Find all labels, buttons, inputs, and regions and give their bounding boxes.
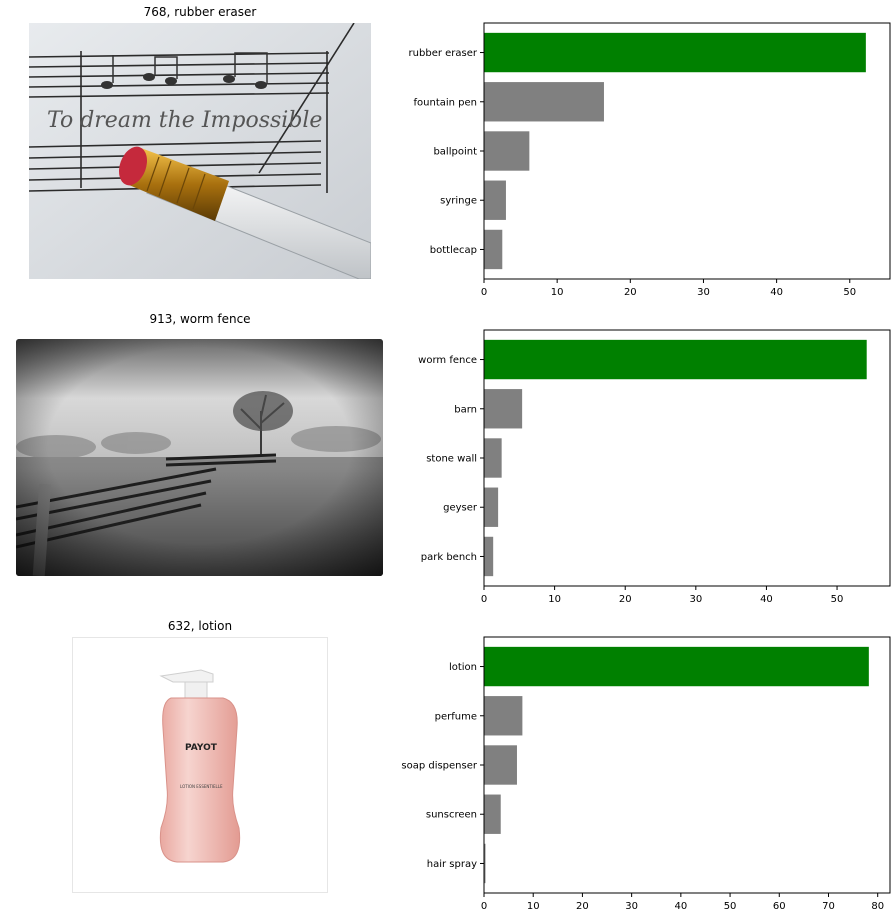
bar-park-bench <box>484 536 494 577</box>
x-tick-label: 0 <box>481 287 487 298</box>
x-tick-label: 20 <box>624 287 637 298</box>
y-tick-label: soap dispenser <box>401 761 478 772</box>
y-tick-label: syringe <box>440 196 477 207</box>
x-tick-label: 60 <box>773 901 786 912</box>
y-tick-label: bottlecap <box>430 245 477 256</box>
bar-fountain-pen <box>484 82 604 122</box>
bar-stone-wall <box>484 438 502 478</box>
bar-geyser <box>484 487 499 527</box>
bar-lotion <box>484 646 869 687</box>
x-tick-label: 10 <box>527 901 540 912</box>
x-tick-label: 40 <box>760 594 773 605</box>
y-tick-label: geyser <box>443 503 478 514</box>
x-tick-label: 30 <box>625 901 638 912</box>
bar-hair-spray <box>484 843 486 884</box>
x-tick-label: 10 <box>548 594 561 605</box>
bar-sunscreen <box>484 794 501 834</box>
y-tick-label: perfume <box>435 711 477 722</box>
x-tick-label: 80 <box>871 901 884 912</box>
x-tick-label: 20 <box>619 594 632 605</box>
bar-ballpoint <box>484 131 530 171</box>
x-tick-label: 50 <box>831 594 844 605</box>
image-title-2: 913, worm fence <box>149 312 251 326</box>
y-tick-label: ballpoint <box>433 147 477 158</box>
y-tick-label: hair spray <box>427 859 477 870</box>
y-tick-label: park bench <box>421 552 477 563</box>
x-tick-label: 40 <box>770 287 783 298</box>
x-tick-label: 50 <box>843 287 856 298</box>
lotion-bottle-illustration: PAYOT LOTION ESSENTIELLE <box>159 669 241 863</box>
bar-soap-dispenser <box>484 745 517 785</box>
x-tick-label: 30 <box>689 594 702 605</box>
x-tick-label: 20 <box>576 901 589 912</box>
y-tick-label: fountain pen <box>414 97 478 108</box>
image-lotion: PAYOT LOTION ESSENTIELLE <box>72 637 328 893</box>
x-tick-label: 0 <box>481 901 487 912</box>
chart-frame-2 <box>483 329 891 587</box>
image-rubber-eraser: To dream the Impossible <box>29 23 371 279</box>
foggy-field-fence-illustration <box>16 339 383 576</box>
x-tick-label: 10 <box>551 287 564 298</box>
y-tick-label: sunscreen <box>426 810 477 821</box>
x-tick-label: 50 <box>724 901 737 912</box>
svg-text:To dream the Impossible: To dream the Impossible <box>47 108 322 133</box>
bar-bottlecap <box>484 229 503 270</box>
y-tick-label: barn <box>454 404 477 415</box>
image-title-3: 632, lotion <box>167 619 233 633</box>
y-tick-label: worm fence <box>418 355 477 366</box>
bar-rubber-eraser <box>484 32 866 73</box>
music-sheet-pencil-illustration: To dream the Impossible <box>29 23 371 279</box>
bar-barn <box>484 389 523 429</box>
y-tick-label: stone wall <box>426 454 477 465</box>
image-worm-fence <box>16 339 383 576</box>
x-tick-label: 0 <box>481 594 487 605</box>
bar-perfume <box>484 696 523 736</box>
chart-frame-3 <box>483 636 891 894</box>
bottle-brand-label: PAYOT <box>185 743 218 753</box>
y-tick-label: rubber eraser <box>409 48 478 59</box>
chart-frame-1 <box>483 22 891 280</box>
bar-syringe <box>484 180 506 220</box>
x-tick-label: 40 <box>674 901 687 912</box>
image-title-1: 768, rubber eraser <box>143 5 257 19</box>
bottle-product-label: LOTION ESSENTIELLE <box>180 784 223 789</box>
bar-worm-fence <box>484 339 867 380</box>
x-tick-label: 70 <box>822 901 835 912</box>
x-tick-label: 30 <box>697 287 710 298</box>
y-tick-label: lotion <box>449 662 477 673</box>
